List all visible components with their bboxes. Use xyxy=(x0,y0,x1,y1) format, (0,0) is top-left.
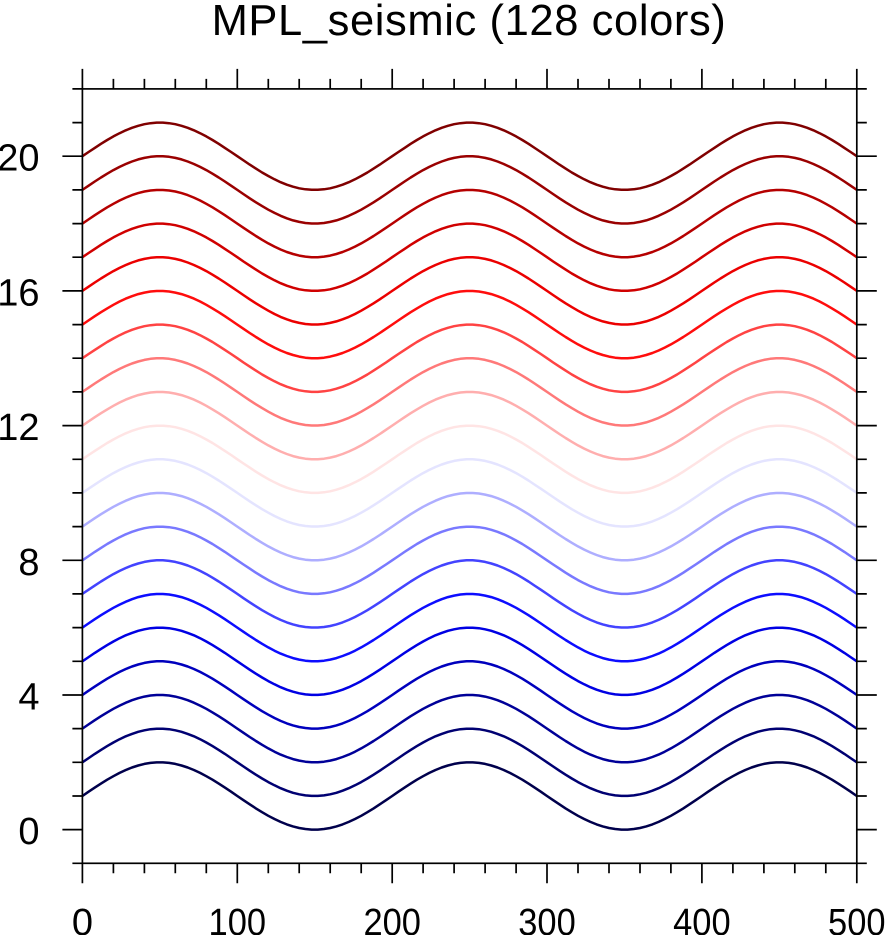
svg-text:200: 200 xyxy=(363,902,421,935)
svg-text:500: 500 xyxy=(828,902,886,935)
svg-text:MPL_seismic (128 colors): MPL_seismic (128 colors) xyxy=(212,0,727,45)
svg-text:16: 16 xyxy=(0,272,40,314)
svg-text:8: 8 xyxy=(18,542,39,584)
svg-text:0: 0 xyxy=(72,902,93,935)
svg-text:20: 20 xyxy=(0,138,40,180)
svg-text:300: 300 xyxy=(518,902,576,935)
svg-text:4: 4 xyxy=(18,677,39,719)
svg-text:400: 400 xyxy=(673,902,731,935)
svg-text:0: 0 xyxy=(18,811,39,853)
svg-text:12: 12 xyxy=(0,407,40,449)
svg-text:100: 100 xyxy=(209,902,267,935)
